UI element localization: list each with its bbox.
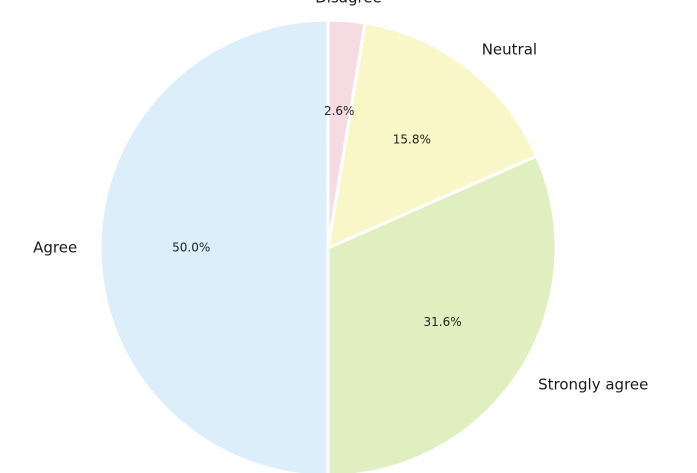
pie-slice-agree xyxy=(98,18,330,473)
pie-slices xyxy=(98,18,558,473)
pie-slice-strongly-agree xyxy=(326,154,558,473)
pie-slice-neutral xyxy=(326,21,539,251)
pie-pct-agree: 50.0% xyxy=(172,241,210,255)
pie-pct-disagree: 2.6% xyxy=(324,104,355,118)
pie-label-disagree: Disagree xyxy=(315,0,382,7)
pie-pct-strongly-agree: 31.6% xyxy=(424,315,462,329)
pie-pct-neutral: 15.8% xyxy=(393,132,431,146)
pie-label-agree: Agree xyxy=(33,239,77,257)
pie-labels: Disagree 2.6% Neutral 15.8% Strongly agree 31… xyxy=(33,0,648,394)
pie-label-neutral: Neutral xyxy=(482,40,537,58)
pie-label-strongly-agree: Strongly agree xyxy=(538,376,648,394)
